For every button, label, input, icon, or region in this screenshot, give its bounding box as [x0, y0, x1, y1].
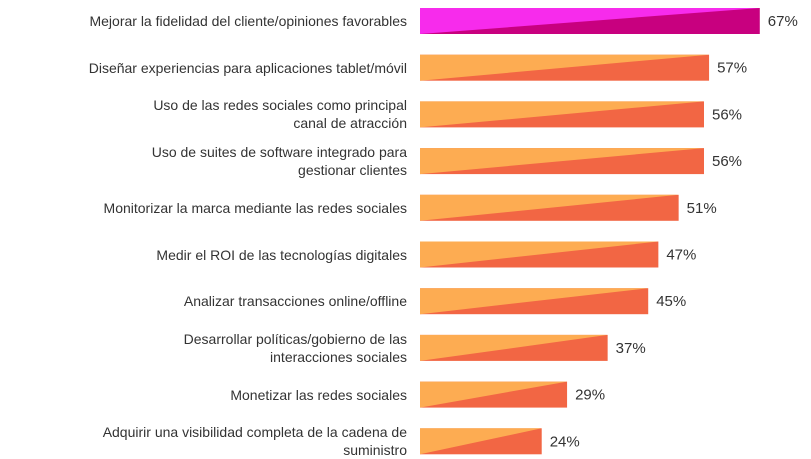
- bar-highlight: [420, 148, 704, 175]
- value-label: 56%: [712, 106, 742, 123]
- value-label: 67%: [768, 13, 798, 30]
- category-label: Diseñar experiencias para aplicaciones t…: [88, 59, 407, 76]
- value-label: 45%: [656, 293, 686, 310]
- value-label: 37%: [616, 340, 646, 357]
- bar-highlight: [420, 101, 704, 128]
- category-label: Monitorizar la marca mediante las redes …: [103, 199, 407, 216]
- bar-highlight: [420, 241, 659, 268]
- category-label: Uso de suites de software integrado para…: [151, 144, 407, 179]
- value-label: 47%: [666, 246, 696, 263]
- category-label: Mejorar la fidelidad del cliente/opinion…: [89, 13, 407, 29]
- bar-highlight: [420, 428, 542, 455]
- value-label: 29%: [575, 387, 605, 404]
- value-label: 24%: [550, 433, 580, 450]
- bar-highlight: [420, 334, 608, 361]
- bar-highlight: [420, 194, 679, 221]
- category-label: Adquirir una visibilidad completa de la …: [102, 424, 407, 459]
- category-label: Monetizar las redes sociales: [230, 386, 407, 403]
- category-label: Analizar transacciones online/offline: [183, 293, 407, 310]
- category-label: Medir el ROI de las tecnologías digitale…: [156, 246, 407, 263]
- bar-highlight: [420, 54, 710, 81]
- value-label: 51%: [687, 200, 717, 217]
- bar-highlight: [420, 8, 760, 34]
- value-label: 56%: [712, 153, 742, 170]
- category-label: Desarrollar políticas/gobierno de las in…: [183, 330, 407, 365]
- bar-highlight: [420, 288, 649, 315]
- bar-highlight: [420, 381, 568, 408]
- value-label: 57%: [717, 60, 747, 77]
- category-label: Uso de las redes sociales como principal…: [153, 97, 407, 132]
